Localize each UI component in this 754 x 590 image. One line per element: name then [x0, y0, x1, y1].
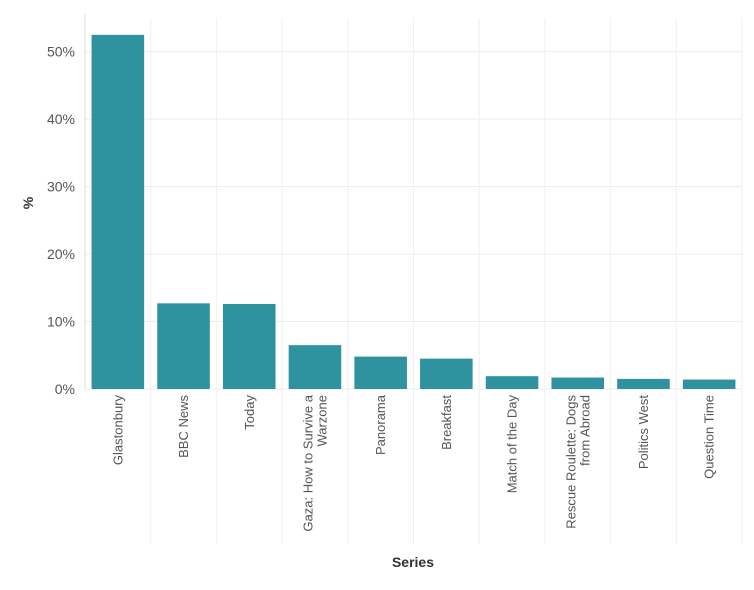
bar-6[interactable] [485, 376, 539, 389]
x-category-label-line: Warzone [314, 395, 329, 447]
bar-7[interactable] [551, 377, 605, 389]
bar-4[interactable] [354, 356, 407, 389]
bar-9[interactable] [682, 379, 736, 389]
vertical-grid-layer [150, 18, 743, 544]
x-category-label-line: from Abroad [577, 395, 592, 466]
x-category-label-line: Rescue Roulette: Dogs [563, 395, 578, 529]
x-category-label-3: Gaza: How to Survive a Warzone [300, 394, 329, 531]
x-category-label-line: Breakfast [439, 395, 454, 450]
y-tick-label-20: 20% [47, 246, 75, 262]
x-category-label-line: Glastonbury [110, 395, 125, 466]
y-tick-label-30: 30% [47, 179, 75, 195]
y-tick-label-0: 0% [55, 381, 75, 397]
bar-2[interactable] [222, 304, 276, 389]
x-category-label-0: Glastonbury [110, 395, 125, 466]
x-category-label-line: Match of the Day [505, 395, 520, 494]
y-tick-label-40: 40% [47, 111, 75, 127]
x-axis-title: Series [392, 554, 434, 570]
x-category-label-line: Question Time [702, 395, 717, 479]
bars-layer [91, 34, 736, 389]
x-category-label-2: Today [242, 395, 257, 430]
bar-0[interactable] [91, 34, 145, 389]
y-tick-label-10: 10% [47, 314, 75, 330]
x-category-label-line: Panorama [373, 394, 388, 455]
y-tick-label-50: 50% [47, 44, 75, 60]
x-category-label-line: Today [242, 395, 257, 430]
bar-1[interactable] [157, 303, 210, 389]
x-category-label-line: Politics West [636, 395, 651, 470]
x-category-label-line: Gaza: How to Survive a [300, 394, 315, 531]
x-category-label-9: Question Time [702, 395, 717, 479]
x-category-labels: Glastonbury BBC News Today Gaza: How to Sur… [110, 394, 716, 531]
x-category-label-line: BBC News [176, 395, 191, 458]
bar-3[interactable] [288, 345, 342, 389]
x-category-label-8: Politics West [636, 395, 651, 470]
bar-5[interactable] [420, 358, 473, 389]
bar-8[interactable] [617, 378, 670, 389]
x-category-label-6: Match of the Day [505, 395, 520, 494]
x-category-label-1: BBC News [176, 395, 191, 458]
x-category-label-5: Breakfast [439, 395, 454, 450]
x-category-label-4: Panorama [373, 394, 388, 455]
x-category-label-7: Rescue Roulette: Dogs from Abroad [563, 395, 592, 529]
y-axis-title: % [20, 196, 36, 209]
y-tick-labels: 0% 10% 20% 30% 40% 50% [47, 44, 75, 397]
